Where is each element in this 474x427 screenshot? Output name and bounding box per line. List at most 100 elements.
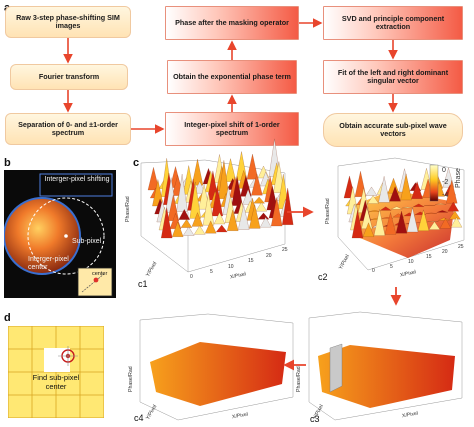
c1-xtick-5: 25	[282, 247, 288, 253]
surface-facet	[183, 226, 195, 236]
surface-facet	[194, 225, 206, 235]
c2-xtick-1: 5	[390, 264, 393, 270]
plot-c2	[337, 157, 465, 271]
surface-facet	[213, 212, 226, 225]
colorbar-tick-0: 0	[442, 167, 446, 174]
flowchart-arrows	[63, 18, 398, 134]
surface-facet	[255, 202, 267, 212]
plot-c3-plane	[318, 345, 455, 408]
shift-center-dot	[64, 234, 68, 238]
subpixel-grid-illustration	[8, 326, 104, 418]
c4-label: c4	[134, 413, 144, 423]
surface-facet	[176, 174, 188, 212]
flow-box-separation: Separation of 0- and ±1-order spectrum	[5, 113, 131, 145]
spectrum-circle	[4, 197, 81, 275]
surface-facet	[194, 181, 206, 194]
inset-center-dot	[93, 277, 99, 283]
c2-label: c2	[318, 272, 328, 282]
colorbar-tick-2: -4	[442, 192, 449, 199]
surface-facet	[180, 219, 193, 228]
c3-label: c3	[310, 414, 320, 424]
surface-facet	[446, 180, 458, 204]
surface-facet	[257, 212, 270, 220]
surface-facet	[211, 185, 223, 217]
c1-xtick-1: 5	[210, 269, 213, 275]
surface-facet	[246, 154, 259, 180]
c2-xtick-5: 25	[458, 244, 464, 250]
surface-facet	[439, 218, 452, 229]
surface-facet	[395, 211, 408, 234]
c2-xtick-2: 10	[408, 259, 414, 265]
c4-zlabel: Phase/Rad	[128, 366, 134, 392]
flow-box-exponential-phase: Obtain the exponential phase term	[167, 60, 297, 94]
surface-facet	[249, 204, 261, 229]
spectrum-shift-illustration	[4, 170, 116, 298]
label-integer-center: Interger-pixel center	[28, 256, 69, 271]
surface-facet	[242, 189, 254, 205]
surface-facet	[379, 206, 392, 211]
surface-facet	[413, 203, 425, 207]
surface-facet	[161, 207, 173, 239]
flow-box-phase-masking: Phase after the masking operator	[165, 6, 299, 40]
c1-xtick-2: 10	[228, 264, 234, 270]
c2-xtick-3: 15	[426, 254, 432, 260]
surface-facet	[389, 186, 401, 202]
flow-box-svd: SVD and principle component extraction	[323, 6, 463, 40]
surface-facet	[260, 216, 272, 228]
surface-facet	[402, 206, 414, 209]
colorbar-tick-1: -2	[442, 179, 449, 186]
surface-facet	[373, 209, 386, 236]
flow-box-integer-shift: Integer-pixel shift of 1-order spectrum	[165, 112, 299, 146]
surface-facet	[172, 221, 184, 237]
surface-facet	[351, 210, 364, 239]
surface-facet	[238, 205, 250, 230]
center-cell	[44, 348, 70, 372]
plot-c1-surface	[147, 138, 294, 239]
surface-facet	[450, 217, 463, 228]
colorbar-title: Phase	[455, 168, 462, 188]
surface-facet	[436, 210, 448, 213]
surface-facet	[178, 209, 190, 220]
flow-box-fourier-transform: Fourier transform	[10, 64, 128, 90]
c3-zlabel: Phase/Rad	[296, 366, 302, 392]
surface-facet	[411, 181, 423, 199]
colorbar	[429, 164, 439, 202]
c1-xtick-4: 20	[266, 253, 272, 259]
surface-facet	[215, 224, 228, 233]
c1-label: c1	[138, 279, 148, 289]
surface-facet	[391, 206, 403, 210]
surface-facet	[438, 217, 450, 221]
surface-facet	[224, 158, 237, 182]
flow-box-raw-images: Raw 3-step phase-shifting SIM images	[5, 6, 131, 38]
surface-facet	[147, 167, 160, 191]
shifting-label-frame	[39, 173, 113, 197]
panel-letter-b: b	[4, 157, 11, 169]
flow-box-fit-vectors: Fit of the left and right dominant singu…	[323, 60, 463, 94]
panel-letter-c: c	[133, 157, 140, 169]
surface-facet	[282, 187, 294, 225]
surface-facet	[447, 201, 459, 212]
surface-facet	[384, 212, 397, 235]
surface-facet	[400, 173, 412, 201]
c2-xtick-0: 0	[372, 268, 375, 274]
surface-facet	[227, 209, 239, 231]
surface-facet	[417, 209, 430, 231]
c1-xtick-0: 0	[190, 274, 193, 280]
surface-facet	[365, 186, 378, 196]
surface-facet	[202, 192, 215, 226]
surface-facet	[191, 212, 204, 227]
surface-facet	[369, 210, 381, 212]
plot-c2-surface	[343, 167, 463, 239]
surface-facet	[271, 197, 283, 227]
c1-zlabel: Phase/Rad	[125, 196, 131, 222]
find-subpixel-caption: Find sub-pixel center	[32, 373, 80, 391]
surface-facet	[428, 221, 441, 230]
c2-xtick-4: 20	[442, 249, 448, 255]
surface-facet	[378, 176, 390, 203]
flow-box-subpixel-wave-vectors: Obtain accurate sub-pixel wave vectors	[323, 113, 463, 147]
c2-zlabel: Phase/Rad	[325, 198, 331, 224]
label-inset-center: center	[92, 271, 108, 277]
surface-facet	[205, 220, 217, 234]
